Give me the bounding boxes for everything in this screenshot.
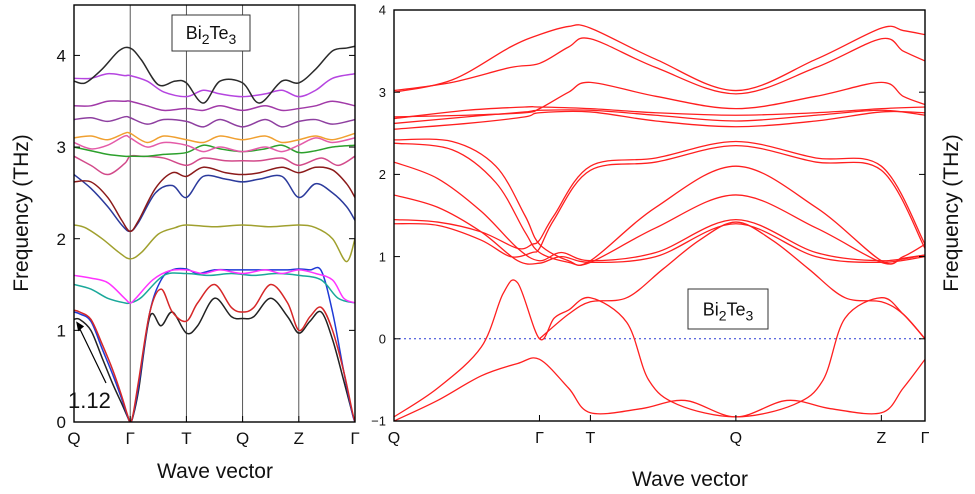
x-tick-label: Q — [236, 429, 249, 448]
y-axis-label: Frequency (THz) — [940, 134, 963, 292]
phonon-branch-2 — [394, 37, 925, 95]
phonon-branch-9 — [394, 161, 925, 262]
compound-label-sub1: 2 — [719, 307, 727, 323]
phonon-branch-15 — [539, 221, 925, 340]
x-tick-label: Γ — [126, 429, 135, 448]
y-tick-label: 3 — [379, 85, 386, 100]
compound-label-box — [687, 288, 769, 330]
phonon-branch-13 — [74, 115, 355, 128]
plot-frame — [393, 9, 926, 422]
compound-label-sub2: 3 — [229, 31, 237, 47]
y-tick-label: 3 — [57, 138, 66, 157]
plot-frame — [73, 4, 356, 423]
phonon-branch-11 — [74, 134, 355, 153]
compound-label-prefix: Bi — [703, 299, 719, 319]
phonon-branch-3 — [394, 81, 925, 118]
y-tick-label: 0 — [379, 331, 386, 346]
phonon-branch-14 — [74, 100, 355, 112]
phonon-branch-10 — [74, 144, 355, 158]
phonon-branch-5 — [74, 268, 355, 304]
y-tick-label: 2 — [379, 167, 386, 182]
y-tick-label: 1 — [57, 321, 66, 340]
annotation-arrow-line — [77, 325, 107, 384]
compound-label: Bi2Te3 — [703, 299, 754, 323]
phonon-branch-6 — [74, 224, 355, 263]
phonon-branch-13 — [394, 279, 925, 418]
x-tick-label: Γ — [535, 430, 544, 447]
annotation-arrow-head — [76, 321, 85, 332]
phonon-branch-1 — [74, 297, 355, 422]
x-tick-label: Q — [67, 429, 80, 448]
x-tick-label: Γ — [350, 429, 359, 448]
phonon-branch-5 — [394, 109, 925, 125]
y-tick-label: 2 — [57, 230, 66, 249]
x-tick-label: Z — [294, 429, 304, 448]
y-tick-label: −1 — [371, 414, 386, 429]
y-tick-label: 0 — [57, 413, 66, 432]
compound-label-sub1: 2 — [202, 31, 210, 47]
right-chart-panel: −1 0 1 2 3 4 Q Γ T Q Z Γ Wave vector Frequency (THz) B… — [371, 3, 963, 491]
y-tick-label: 1 — [379, 249, 386, 264]
phonon-branch-14 — [394, 357, 925, 421]
compound-label-sub2: 3 — [746, 307, 754, 323]
x-axis-label: Wave vector — [632, 468, 748, 491]
phonon-branches — [394, 24, 925, 421]
x-axis-label: Wave vector — [157, 460, 273, 483]
x-tick-label: Z — [876, 430, 886, 447]
phonon-branch-1 — [394, 24, 925, 93]
compound-label-mid: Te — [727, 299, 746, 319]
phonon-branch-3 — [74, 283, 355, 422]
x-tick-label: T — [181, 429, 191, 448]
compound-label: Bi2Te3 — [186, 23, 237, 47]
x-tick-label: Q — [730, 430, 742, 447]
phonon-branch-12 — [74, 131, 355, 144]
phonon-branch-4 — [74, 272, 355, 305]
phonon-branch-4 — [394, 106, 925, 120]
phonon-branches — [74, 45, 355, 422]
compound-label-box — [171, 14, 251, 52]
phonon-branch-7 — [74, 173, 355, 233]
y-tick-label: 4 — [57, 47, 66, 66]
phonon-branch-15 — [74, 72, 355, 98]
phonon-branch-9 — [74, 154, 355, 176]
y-axis-label: Frequency (THz) — [10, 134, 33, 292]
annotation-value: 1.12 — [68, 388, 111, 413]
phonon-branch-12 — [394, 144, 925, 258]
phonon-branch-11 — [394, 140, 925, 250]
compound-label-prefix: Bi — [186, 23, 202, 43]
x-tick-label: Γ — [921, 430, 930, 447]
phonon-branch-7 — [394, 138, 925, 266]
x-tick-label: T — [586, 430, 596, 447]
phonon-branch-16 — [74, 45, 355, 104]
phonon-branch-6 — [394, 110, 925, 130]
x-tick-label: Q — [388, 430, 400, 447]
compound-label-mid: Te — [210, 23, 229, 43]
phonon-branch-8 — [74, 166, 355, 233]
y-tick-label: 4 — [379, 3, 386, 18]
